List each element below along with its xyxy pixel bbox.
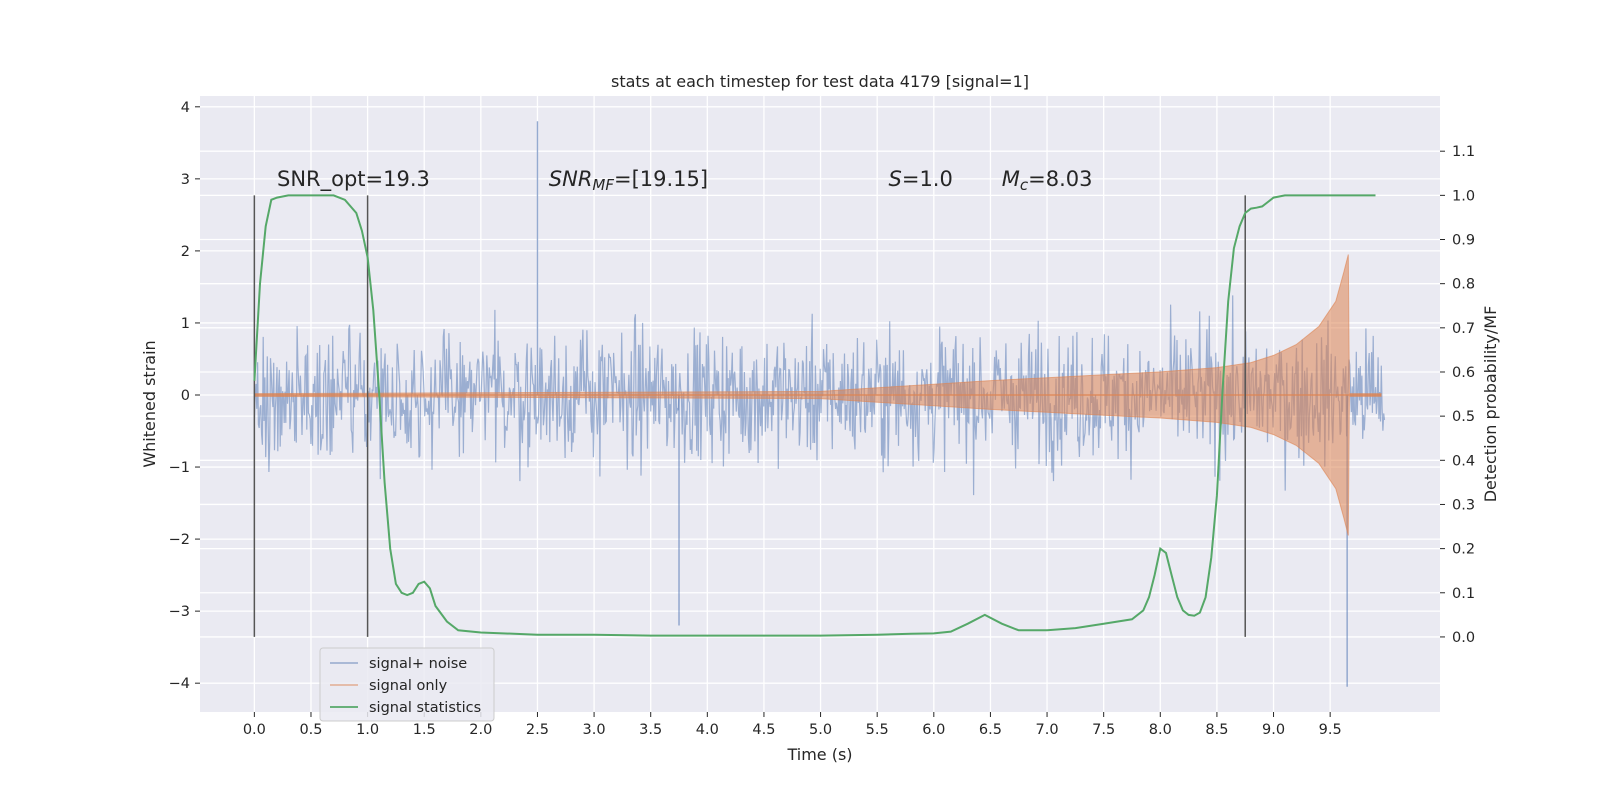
x-tick-label-10: 5.0: [809, 722, 832, 738]
x-tick-label-6: 3.0: [583, 722, 606, 738]
x-tick-label-7: 3.5: [639, 722, 662, 738]
y-tick-label-3: −1: [169, 460, 190, 476]
x-tick-label-0: 0.0: [243, 722, 266, 738]
y2-tick-label-5: 0.5: [1452, 409, 1475, 425]
x-tick-label-4: 2.0: [469, 722, 492, 738]
y-tick-label-2: −2: [169, 532, 190, 548]
annotation-0: SNR_opt=19.3: [277, 167, 430, 192]
series-signal-only: [253, 254, 1382, 536]
x-tick-label-11: 5.5: [866, 722, 889, 738]
vertical-markers: [253, 195, 1246, 637]
legend-label-signal-statistics: signal statistics: [369, 700, 481, 716]
annotation-2: S=1.0: [889, 167, 953, 191]
legend-label-signal-only: signal only: [369, 678, 448, 694]
x-tick-label-5: 2.5: [526, 722, 549, 738]
x-tick-label-12: 6.0: [922, 722, 945, 738]
y2-tick-label-1: 0.1: [1452, 586, 1475, 602]
x-tick-label-9: 4.5: [752, 722, 775, 738]
x-tick-label-13: 6.5: [979, 722, 1002, 738]
x-tick-label-17: 8.5: [1205, 722, 1228, 738]
legend: signal+ noise signal only signal statist…: [319, 647, 495, 722]
legend-box: [319, 647, 495, 722]
series-signal-statistics: [253, 194, 1376, 637]
y2-axis-ticks: 0.0 0.1 0.2 0.3 0.4 0.5 0.6 0.7 0.8 0.9 1.0 1.1: [1440, 144, 1475, 646]
y-tick-label-7: 3: [181, 172, 190, 188]
y2-tick-label-10: 1.0: [1452, 188, 1475, 204]
x-tick-label-1: 0.5: [299, 722, 322, 738]
x-tick-label-18: 9.0: [1262, 722, 1285, 738]
x-tick-label-2: 1.0: [356, 722, 379, 738]
y-axis-label: Whitened strain: [140, 340, 159, 467]
y-tick-label-4: 0: [181, 388, 190, 404]
y-tick-label-1: −3: [169, 604, 190, 620]
y-tick-label-6: 2: [181, 244, 190, 260]
y2-tick-label-4: 0.4: [1452, 453, 1475, 469]
annotation-1: SNRMF=[19.15]: [549, 167, 708, 194]
y2-tick-label-2: 0.2: [1452, 542, 1475, 558]
y2-tick-label-7: 0.7: [1452, 321, 1475, 337]
y2-tick-label-3: 0.3: [1452, 497, 1475, 513]
x-tick-label-19: 9.5: [1319, 722, 1342, 738]
y2-tick-label-6: 0.6: [1452, 365, 1475, 381]
x-axis-label: Time (s): [786, 745, 852, 764]
annotations: SNR_opt=19.3 SNRMF=[19.15] S=1.0 Mc=8.03: [277, 167, 1092, 194]
x-tick-label-3: 1.5: [413, 722, 436, 738]
statistics-line: [253, 194, 1376, 637]
y-tick-label-5: 1: [181, 316, 190, 332]
annotation-3: Mc=8.03: [1002, 167, 1093, 194]
y-tick-label-8: 4: [181, 100, 190, 116]
x-tick-label-14: 7.0: [1036, 722, 1059, 738]
y2-tick-label-8: 0.8: [1452, 277, 1475, 293]
x-axis-ticks: 0.0 0.5 1.0 1.5 2.0 2.5 3.0 3.5 4.0 4.5 5.0 5.5 6.0 6…: [243, 712, 1342, 738]
y2-axis-label: Detection probability/MF: [1481, 306, 1500, 503]
chart-title: stats at each timestep for test data 417…: [611, 72, 1029, 91]
y-tick-label-0: −4: [169, 676, 190, 692]
y2-tick-label-11: 1.1: [1452, 144, 1475, 160]
y2-tick-label-0: 0.0: [1452, 630, 1475, 646]
y2-tick-label-9: 0.9: [1452, 233, 1475, 249]
x-tick-label-16: 8.0: [1149, 722, 1172, 738]
x-tick-label-8: 4.0: [696, 722, 719, 738]
y-axis-ticks: −4 −3 −2 −1 0 1 2 3 4: [169, 100, 200, 692]
legend-label-signal-plus-noise: signal+ noise: [369, 656, 467, 672]
x-tick-label-15: 7.5: [1092, 722, 1115, 738]
